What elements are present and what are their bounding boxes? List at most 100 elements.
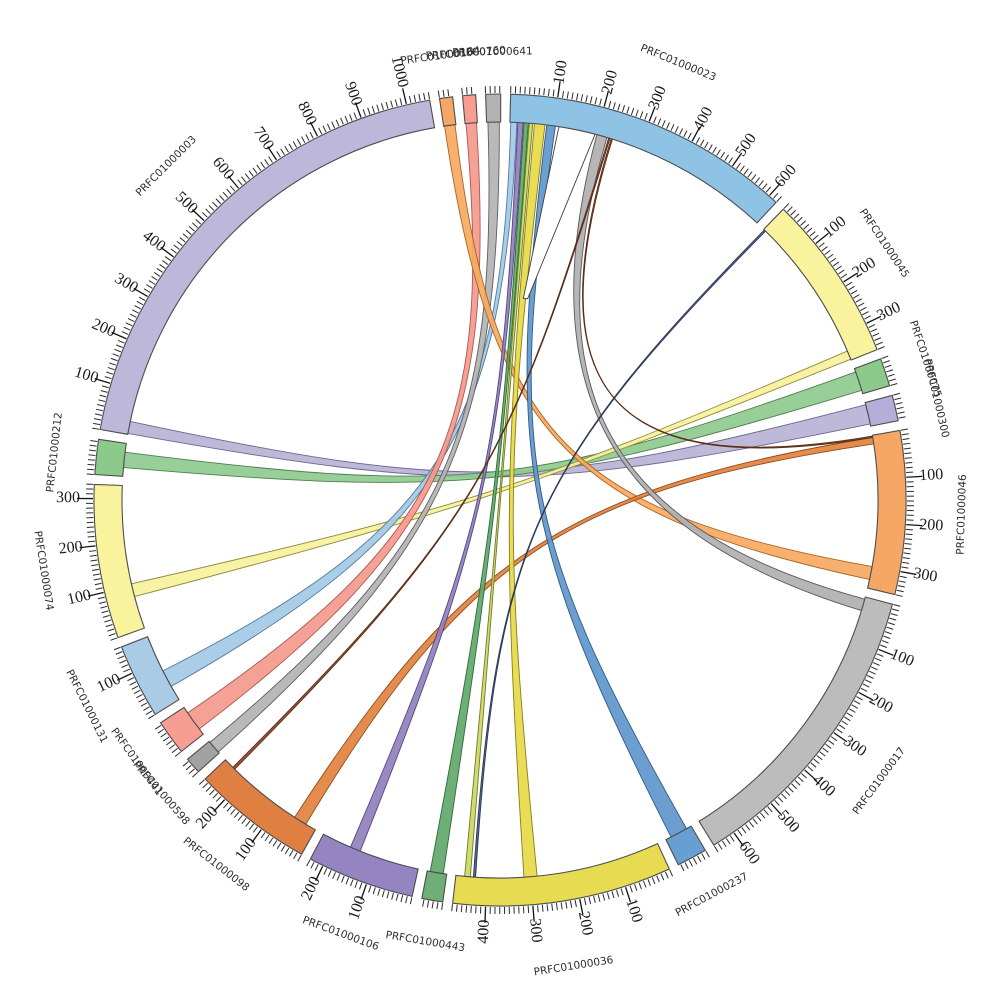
segment-label-PRFC01000443: PRFC01000443 <box>385 929 466 954</box>
segment-PRFC01000237 <box>665 825 707 866</box>
tick-label-PRFC01000036-300: 300 <box>526 918 545 943</box>
tick-PRFC01000003-500 <box>191 209 205 222</box>
tick-PRFC01000023-200 <box>603 90 609 107</box>
tick-label-PRFC01000098-100: 100 <box>232 835 260 864</box>
tick-label-PRFC01000106-200: 200 <box>298 874 324 903</box>
segment-PRFC01000300 <box>864 394 899 427</box>
segment-PRFC01000045 <box>762 208 878 361</box>
tick-PRFC01000074-200 <box>79 545 96 549</box>
tick-label-PRFC01000017-100: 100 <box>888 646 917 671</box>
tick-label-PRFC01000003-200: 200 <box>89 316 118 341</box>
tick-PRFC01000017-400 <box>804 769 818 782</box>
tick-PRFC01000023-100 <box>557 81 561 98</box>
tick-PRFC01000045-100 <box>815 232 829 244</box>
tick-label-PRFC01000023-100: 100 <box>550 59 570 85</box>
segment-label-PRFC01000036: PRFC01000036 <box>533 954 615 978</box>
tick-label-PRFC01000003-600: 600 <box>209 154 237 183</box>
tick-label-PRFC01000074-300: 300 <box>56 489 80 506</box>
segment-PRFC01000046 <box>866 429 907 596</box>
tick-label-PRFC01000045-300: 300 <box>874 299 903 325</box>
tick-PRFC01000046-100 <box>906 475 923 478</box>
segment-PRFC01000598 <box>186 740 220 773</box>
tick-label-PRFC01000036-100: 100 <box>622 897 646 925</box>
segment-label-PRFC01000003: PRFC01000003 <box>134 133 199 198</box>
tick-PRFC01000017-100 <box>878 648 894 656</box>
tick-PRFC01000017-600 <box>733 832 744 847</box>
tick-label-PRFC01000023-400: 400 <box>690 104 716 133</box>
segment-PRFC01000036 <box>451 842 671 907</box>
tick-PRFC01000106-100 <box>360 884 367 900</box>
tick-PRFC01000098-200 <box>213 799 226 812</box>
tick-label-PRFC01000023-600: 600 <box>771 161 800 190</box>
segment-label-PRFC01000074: PRFC01000074 <box>31 530 55 612</box>
tick-PRFC01000131-100 <box>117 672 133 681</box>
tick-PRFC01000046-200 <box>906 523 923 527</box>
tick-PRFC01000045-300 <box>866 315 882 324</box>
segment-PRFC01000131 <box>120 636 180 716</box>
tick-label-PRFC01000131-100: 100 <box>94 670 123 696</box>
tick-label-PRFC01000003-800: 800 <box>294 99 320 128</box>
tick-PRFC01000023-500 <box>732 152 743 167</box>
segment-label-PRFC01000046: PRFC01000046 <box>955 474 970 555</box>
tick-PRFC01000036-100 <box>624 886 632 903</box>
tick-label-PRFC01000017-400: 400 <box>809 772 838 801</box>
tick-label-PRFC01000074-200: 200 <box>58 538 84 558</box>
segment-label-PRFC01000300: PRFC01000300 <box>921 358 951 439</box>
tick-PRFC01000023-600 <box>769 182 781 196</box>
tick-label-PRFC01000023-200: 200 <box>599 68 622 96</box>
tick-PRFC01000003-900 <box>354 102 362 118</box>
tick-label-PRFC01000017-200: 200 <box>866 690 895 716</box>
segment-PRFC01000106 <box>309 833 419 898</box>
tick-PRFC01000003-600 <box>227 175 239 189</box>
tick-PRFC01000074-100 <box>87 591 104 597</box>
tick-PRFC01000017-500 <box>770 803 783 816</box>
tick-label-PRFC01000003-300: 300 <box>112 270 141 297</box>
tick-PRFC01000003-200 <box>111 331 127 340</box>
tick-label-PRFC01000036-200: 200 <box>575 910 596 937</box>
tick-PRFC01000003-700 <box>267 146 278 161</box>
tick-PRFC01000098-100 <box>251 829 262 843</box>
segment-label-PRFC01000212: PRFC01000212 <box>44 412 64 493</box>
tick-label-PRFC01000003-100: 100 <box>72 364 100 387</box>
tick-PRFC01000003-800 <box>309 121 319 137</box>
tick-label-PRFC01000003-700: 700 <box>250 124 277 153</box>
tick-label-PRFC01000036-400: 400 <box>475 919 493 944</box>
tick-PRFC01000003-1000 <box>402 88 407 105</box>
tick-PRFC01000023-400 <box>691 126 701 142</box>
segment-label-PRFC01000441: PRFC01000441 <box>108 726 165 798</box>
segment-label-PRFC01000237: PRFC01000237 <box>673 870 750 919</box>
tick-PRFC01000036-300 <box>532 905 535 922</box>
segment-PRFC01000641 <box>485 93 502 123</box>
tick-label-PRFC01000046-200: 200 <box>919 516 944 534</box>
tick-PRFC01000036-400 <box>484 906 487 923</box>
tick-label-PRFC01000023-500: 500 <box>732 130 760 159</box>
segment-PRFC01000075 <box>853 358 891 395</box>
segment-label-PRFC01000023: PRFC01000023 <box>639 42 718 83</box>
tick-PRFC01000036-200 <box>579 898 584 915</box>
tick-label-PRFC01000017-600: 600 <box>735 838 763 867</box>
tick-PRFC01000017-300 <box>833 732 848 743</box>
tick-PRFC01000017-200 <box>858 691 874 701</box>
segment-PRFC01000760 <box>461 94 478 125</box>
tick-label-PRFC01000003-900: 900 <box>341 80 365 108</box>
segment-PRFC01000441 <box>159 706 205 753</box>
chord-PRFC01000598-PRFC01000641 <box>209 121 500 753</box>
tick-label-PRFC01000017-300: 300 <box>840 733 869 761</box>
tick-PRFC01000046-300 <box>900 571 917 576</box>
segment-PRFC01000212 <box>94 438 127 477</box>
segment-PRFC01000023 <box>509 93 777 224</box>
tick-label-PRFC01000003-400: 400 <box>139 227 168 255</box>
segment-PRFC01000098 <box>204 759 317 855</box>
tick-label-PRFC01000045-200: 200 <box>850 254 879 281</box>
segment-PRFC01000074 <box>93 483 146 639</box>
tick-label-PRFC01000046-100: 100 <box>919 466 944 484</box>
tick-PRFC01000003-400 <box>160 246 174 258</box>
segment-label-PRFC01000641: PRFC01000641 <box>452 45 533 58</box>
tick-label-PRFC01000074-100: 100 <box>66 586 93 608</box>
segment-label-PRFC01000106: PRFC01000106 <box>301 914 381 953</box>
tick-label-PRFC01000003-1000: 1000 <box>388 54 412 89</box>
tick-PRFC01000023-300 <box>648 106 656 122</box>
segment-PRFC01000443 <box>421 870 448 903</box>
